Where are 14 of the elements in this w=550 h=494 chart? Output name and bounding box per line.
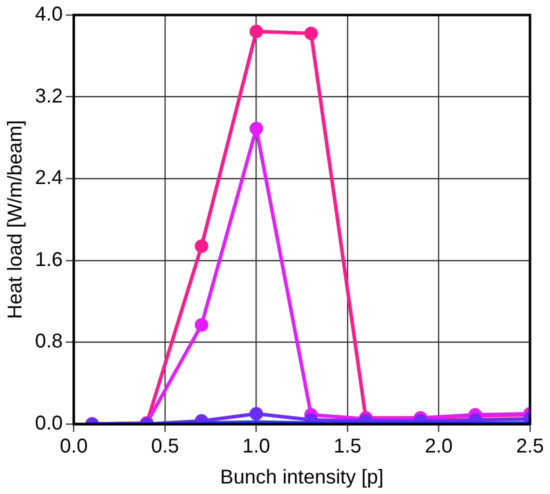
x-tick-label: 0.0 xyxy=(60,436,88,458)
y-tick-label: 1.6 xyxy=(34,248,63,271)
x-axis-title: Bunch intensity [p] xyxy=(220,466,384,489)
y-axis-title: Heat load [W/m/beam] xyxy=(4,120,27,319)
y-tick-label: 3.2 xyxy=(34,85,63,108)
y-tick-label: 0.8 xyxy=(34,330,63,353)
y-tick-label: 0.0 xyxy=(34,412,63,435)
x-tick-label: 0.5 xyxy=(151,436,179,458)
x-tick-label: 1.0 xyxy=(242,436,270,458)
x-tick-label: 1.5 xyxy=(334,436,362,458)
x-tick-label: 2.0 xyxy=(424,436,453,458)
y-tick-label: 4.0 xyxy=(34,4,63,26)
x-tick-label: 2.5 xyxy=(516,436,544,458)
y-tick-label: 2.4 xyxy=(34,167,63,190)
